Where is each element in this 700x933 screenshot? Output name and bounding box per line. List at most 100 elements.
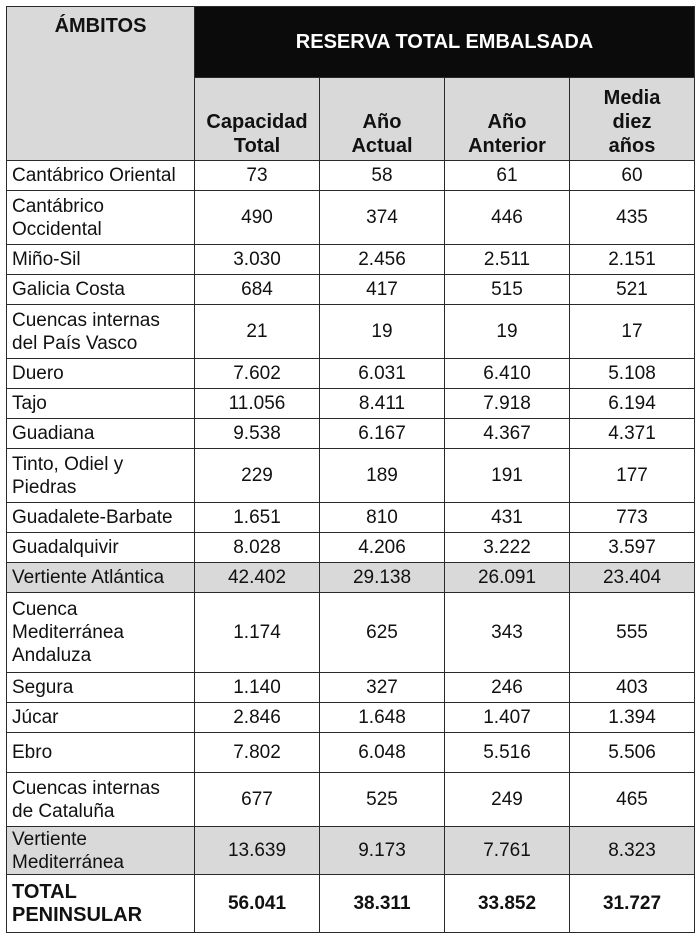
table-row: Cantábrico Occidental 490 374 446 435 [6, 190, 695, 245]
table-row: Cuenca Mediterránea Andaluza 1.174 625 343 555 [6, 592, 695, 673]
cell-value: 677 [194, 772, 320, 827]
table-row: Tinto, Odiel y Piedras 229 189 191 177 [6, 448, 695, 503]
column-header-ano-anterior: Año Anterior [444, 77, 570, 161]
reserva-total-header: RESERVA TOTAL EMBALSADA [194, 6, 695, 78]
cell-value: 7.802 [194, 732, 320, 773]
cell-value: 684 [194, 274, 320, 305]
cell-value: 177 [569, 448, 695, 503]
cell-value: 26.091 [444, 562, 570, 593]
row-name: Cantábrico Oriental [6, 160, 195, 191]
row-name: Cuencas internas del País Vasco [6, 304, 195, 359]
cell-value: 2.846 [194, 702, 320, 733]
table-row: Cuencas internas de Cataluña 677 525 249 465 [6, 772, 695, 827]
cell-value: 515 [444, 274, 570, 305]
column-header-capacidad-total: Capacidad Total [194, 77, 320, 161]
cell-value: 191 [444, 448, 570, 503]
row-name: Tajo [6, 388, 195, 419]
table-row: Guadalquivir 8.028 4.206 3.222 3.597 [6, 532, 695, 563]
cell-value: 5.506 [569, 732, 695, 773]
table-row: Guadalete-Barbate 1.651 810 431 773 [6, 502, 695, 533]
row-name: Guadalete-Barbate [6, 502, 195, 533]
cell-value: 6.410 [444, 358, 570, 389]
cell-value: 4.367 [444, 418, 570, 449]
row-name: Júcar [6, 702, 195, 733]
cell-value: 490 [194, 190, 320, 245]
ambitos-header: ÁMBITOS [6, 6, 195, 161]
cell-value: 1.407 [444, 702, 570, 733]
cell-value: 29.138 [319, 562, 445, 593]
row-name: Ebro [6, 732, 195, 773]
cell-value: 3.597 [569, 532, 695, 563]
cell-value: 403 [569, 672, 695, 703]
row-name: Duero [6, 358, 195, 389]
cell-value: 33.852 [444, 874, 570, 933]
row-name: Cuenca Mediterránea Andaluza [6, 592, 195, 673]
cell-value: 8.323 [569, 826, 695, 875]
row-name: Vertiente Mediterránea [6, 826, 195, 875]
table-row: Galicia Costa 684 417 515 521 [6, 274, 695, 305]
cell-value: 8.028 [194, 532, 320, 563]
table-body: Cantábrico Oriental 73 58 61 60 Cantábrico Occ… [6, 160, 695, 933]
cell-value: 521 [569, 274, 695, 305]
table-row: Miño-Sil 3.030 2.456 2.511 2.151 [6, 244, 695, 275]
column-header-ano-actual: Año Actual [319, 77, 445, 161]
cell-value: 7.761 [444, 826, 570, 875]
column-header-media-diez-anos: Media diez años [569, 77, 695, 161]
cell-value: 6.031 [319, 358, 445, 389]
cell-value: 555 [569, 592, 695, 673]
cell-value: 435 [569, 190, 695, 245]
cell-value: 5.516 [444, 732, 570, 773]
table-row: Cuencas internas del País Vasco 21 19 19 17 [6, 304, 695, 359]
cell-value: 7.602 [194, 358, 320, 389]
row-name: Cantábrico Occidental [6, 190, 195, 245]
cell-value: 249 [444, 772, 570, 827]
cell-value: 8.411 [319, 388, 445, 419]
cell-value: 42.402 [194, 562, 320, 593]
cell-value: 374 [319, 190, 445, 245]
cell-value: 19 [319, 304, 445, 359]
cell-value: 810 [319, 502, 445, 533]
cell-value: 6.167 [319, 418, 445, 449]
row-name: Miño-Sil [6, 244, 195, 275]
cell-value: 1.394 [569, 702, 695, 733]
cell-value: 229 [194, 448, 320, 503]
table-row: Júcar 2.846 1.648 1.407 1.394 [6, 702, 695, 733]
cell-value: 2.151 [569, 244, 695, 275]
table-row: Cantábrico Oriental 73 58 61 60 [6, 160, 695, 191]
cell-value: 6.048 [319, 732, 445, 773]
cell-value: 246 [444, 672, 570, 703]
row-name: TOTAL PENINSULAR [6, 874, 195, 933]
table-row: Segura 1.140 327 246 403 [6, 672, 695, 703]
cell-value: 38.311 [319, 874, 445, 933]
cell-value: 7.918 [444, 388, 570, 419]
row-name: Vertiente Atlántica [6, 562, 195, 593]
cell-value: 465 [569, 772, 695, 827]
cell-value: 2.511 [444, 244, 570, 275]
total-row: TOTAL PENINSULAR 56.041 38.311 33.852 31.727 [6, 874, 695, 933]
cell-value: 61 [444, 160, 570, 191]
row-name: Segura [6, 672, 195, 703]
cell-value: 4.371 [569, 418, 695, 449]
cell-value: 23.404 [569, 562, 695, 593]
cell-value: 17 [569, 304, 695, 359]
cell-value: 9.173 [319, 826, 445, 875]
row-name: Galicia Costa [6, 274, 195, 305]
subtotal-row: Vertiente Mediterránea 13.639 9.173 7.761 8.3… [6, 826, 695, 875]
row-name: Cuencas internas de Cataluña [6, 772, 195, 827]
cell-value: 1.648 [319, 702, 445, 733]
cell-value: 431 [444, 502, 570, 533]
cell-value: 417 [319, 274, 445, 305]
cell-value: 5.108 [569, 358, 695, 389]
cell-value: 73 [194, 160, 320, 191]
row-name: Guadiana [6, 418, 195, 449]
table-row: Ebro 7.802 6.048 5.516 5.506 [6, 732, 695, 773]
table-row: Guadiana 9.538 6.167 4.367 4.371 [6, 418, 695, 449]
cell-value: 21 [194, 304, 320, 359]
cell-value: 13.639 [194, 826, 320, 875]
cell-value: 58 [319, 160, 445, 191]
cell-value: 3.222 [444, 532, 570, 563]
table-row: Duero 7.602 6.031 6.410 5.108 [6, 358, 695, 389]
cell-value: 19 [444, 304, 570, 359]
cell-value: 11.056 [194, 388, 320, 419]
cell-value: 3.030 [194, 244, 320, 275]
